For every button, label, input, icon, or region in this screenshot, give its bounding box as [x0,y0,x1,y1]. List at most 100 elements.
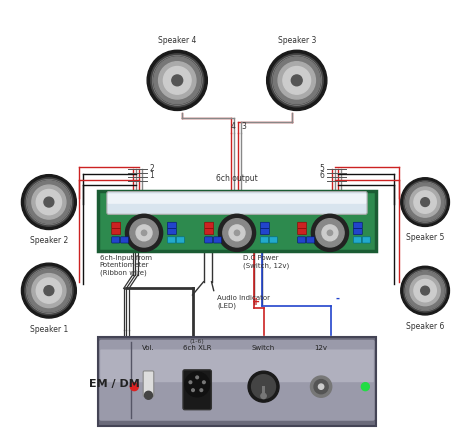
FancyBboxPatch shape [98,337,376,426]
FancyBboxPatch shape [112,222,120,228]
Circle shape [36,190,62,215]
Text: Speaker 2: Speaker 2 [30,236,68,245]
Text: 12v: 12v [315,345,328,351]
Circle shape [292,75,302,86]
Circle shape [261,393,266,399]
Circle shape [267,50,327,111]
FancyBboxPatch shape [307,237,314,243]
Circle shape [21,174,76,230]
Circle shape [154,57,201,104]
Circle shape [414,191,436,213]
Circle shape [229,225,245,241]
FancyBboxPatch shape [298,222,307,228]
FancyBboxPatch shape [167,228,176,234]
Text: +: + [252,297,260,307]
Circle shape [421,286,429,295]
FancyBboxPatch shape [269,237,277,243]
Text: Vol.: Vol. [142,345,155,351]
Circle shape [406,183,444,221]
Circle shape [404,269,447,312]
Circle shape [252,375,275,399]
Circle shape [248,371,279,402]
Text: D.C Power
(Switch, 12v): D.C Power (Switch, 12v) [243,255,289,269]
Circle shape [189,381,192,384]
FancyBboxPatch shape [205,237,213,243]
Text: Speaker 4: Speaker 4 [158,36,196,45]
FancyBboxPatch shape [183,370,211,410]
Text: 6ch XLR: 6ch XLR [183,345,211,351]
FancyBboxPatch shape [298,228,307,234]
Circle shape [141,230,147,235]
Text: 6ch output: 6ch output [216,174,258,183]
Text: 6ch-Input from
Potentiometer
(Ribbon wire): 6ch-Input from Potentiometer (Ribbon wir… [100,255,152,276]
FancyBboxPatch shape [120,237,128,243]
Circle shape [27,269,70,312]
FancyBboxPatch shape [100,349,374,382]
Circle shape [130,219,158,247]
Circle shape [130,383,138,391]
Text: 4: 4 [231,123,236,131]
Circle shape [421,198,429,206]
Text: Speaker 6: Speaker 6 [406,321,444,331]
Circle shape [278,62,315,99]
Circle shape [319,384,324,389]
Circle shape [21,263,76,318]
Circle shape [401,178,449,226]
Circle shape [25,266,73,315]
Circle shape [159,62,196,99]
FancyBboxPatch shape [205,222,214,228]
Text: EM / DM: EM / DM [89,379,140,389]
Circle shape [410,187,440,217]
Text: Switch: Switch [252,345,275,351]
Text: Speaker 3: Speaker 3 [278,36,316,45]
FancyBboxPatch shape [167,237,175,243]
FancyBboxPatch shape [298,237,306,243]
Circle shape [401,266,449,315]
FancyBboxPatch shape [112,237,120,243]
Circle shape [270,54,323,107]
Circle shape [273,57,320,104]
Circle shape [327,230,333,235]
FancyBboxPatch shape [100,340,374,421]
Circle shape [27,181,70,223]
Circle shape [310,376,332,397]
Circle shape [32,274,66,308]
Text: 2: 2 [149,164,154,174]
Text: -: - [336,293,340,304]
Text: Speaker 1: Speaker 1 [30,325,68,334]
FancyBboxPatch shape [214,237,221,243]
FancyBboxPatch shape [167,222,176,228]
Circle shape [311,214,348,251]
Circle shape [410,276,440,306]
Circle shape [44,197,54,207]
Circle shape [283,67,310,94]
FancyBboxPatch shape [107,192,367,214]
FancyBboxPatch shape [260,228,269,234]
Circle shape [136,225,152,241]
Text: (1-6): (1-6) [190,339,205,344]
FancyBboxPatch shape [98,191,376,251]
Circle shape [202,381,205,384]
Circle shape [404,181,447,223]
Text: 5: 5 [319,164,324,174]
FancyBboxPatch shape [143,371,154,396]
Circle shape [44,285,54,296]
Text: 1: 1 [149,171,154,180]
Circle shape [126,214,163,251]
FancyBboxPatch shape [112,228,120,234]
Circle shape [151,54,204,107]
FancyBboxPatch shape [108,194,366,204]
Circle shape [200,389,203,392]
Circle shape [414,279,436,302]
FancyBboxPatch shape [260,237,268,243]
Circle shape [196,376,199,379]
Circle shape [25,178,73,226]
Circle shape [185,372,210,397]
FancyBboxPatch shape [354,222,362,228]
Circle shape [234,230,240,235]
FancyBboxPatch shape [354,237,361,243]
Circle shape [147,50,207,111]
Circle shape [406,272,444,309]
Text: 6: 6 [319,171,324,180]
Circle shape [145,391,153,399]
